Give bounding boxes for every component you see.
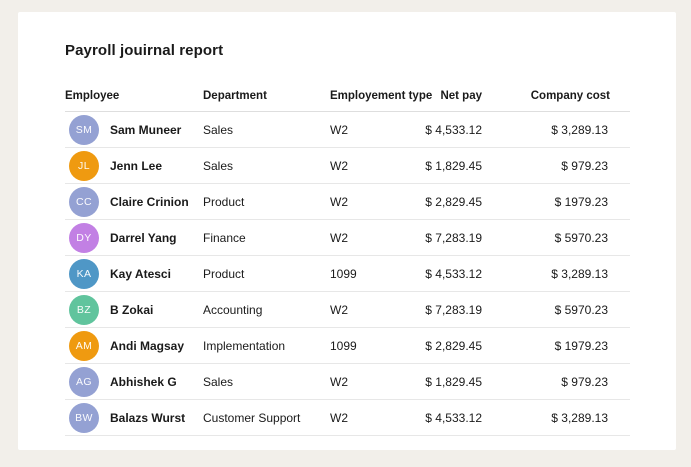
employment-type-cell: W2: [330, 374, 348, 389]
avatar: BZ: [69, 295, 99, 325]
table-row: SM Sam Muneer Sales W2 $ 4,533.12 $ 3,28…: [65, 112, 630, 148]
company-cost-cell: $ 5970.23: [554, 302, 608, 317]
employment-type-cell: 1099: [330, 338, 357, 353]
department-cell: Sales: [203, 374, 234, 389]
avatar: CC: [69, 187, 99, 217]
employment-type-cell: W2: [330, 302, 348, 317]
company-cost-cell: $ 3,289.13: [551, 266, 608, 281]
employment-type-cell: 1099: [330, 266, 357, 281]
column-header-net-pay: Net pay: [440, 90, 482, 102]
department-cell: Implementation: [203, 338, 286, 353]
employment-type-cell: W2: [330, 410, 348, 425]
department-cell: Product: [203, 194, 245, 209]
department-cell: Sales: [203, 158, 234, 173]
employee-name: B Zokai: [110, 302, 154, 317]
department-cell: Product: [203, 266, 245, 281]
page-title: Payroll jouirnal report: [65, 42, 224, 59]
table-row: CC Claire Crinion Product W2 $ 2,829.45 …: [65, 184, 630, 220]
avatar: KA: [69, 259, 99, 289]
employee-name: Kay Atesci: [110, 266, 171, 281]
company-cost-cell: $ 979.23: [561, 374, 608, 389]
company-cost-cell: $ 3,289.13: [551, 122, 608, 137]
employee-name: Andi Magsay: [110, 338, 185, 353]
avatar: AG: [69, 367, 99, 397]
net-pay-cell: $ 7,283.19: [425, 302, 482, 317]
net-pay-cell: $ 1,829.45: [425, 374, 482, 389]
employment-type-cell: W2: [330, 158, 348, 173]
payroll-table: Employee Department Employement type Net…: [65, 74, 630, 436]
company-cost-cell: $ 979.23: [561, 158, 608, 173]
employee-name: Balazs Wurst: [110, 410, 186, 425]
net-pay-cell: $ 4,533.12: [425, 266, 482, 281]
table-header-row: Employee Department Employement type Net…: [65, 74, 630, 112]
column-header-company-cost: Company cost: [530, 90, 610, 102]
company-cost-cell: $ 1979.23: [554, 194, 608, 209]
department-cell: Sales: [203, 122, 234, 137]
employee-name: Darrel Yang: [110, 230, 177, 245]
table-row: KA Kay Atesci Product 1099 $ 4,533.12 $ …: [65, 256, 630, 292]
employee-name: Sam Muneer: [110, 122, 182, 137]
table-row: AM Andi Magsay Implementation 1099 $ 2,8…: [65, 328, 630, 364]
employee-name: Claire Crinion: [110, 194, 189, 209]
avatar: DY: [69, 223, 99, 253]
net-pay-cell: $ 7,283.19: [425, 230, 482, 245]
avatar: AM: [69, 331, 99, 361]
company-cost-cell: $ 5970.23: [554, 230, 608, 245]
column-header-employee: Employee: [65, 90, 120, 102]
avatar: JL: [69, 151, 99, 181]
report-card: Payroll jouirnal report Employee Departm…: [18, 12, 676, 450]
net-pay-cell: $ 1,829.45: [425, 158, 482, 173]
table-row: BW Balazs Wurst Customer Support W2 $ 4,…: [65, 400, 630, 436]
table-row: DY Darrel Yang Finance W2 $ 7,283.19 $ 5…: [65, 220, 630, 256]
employee-name: Abhishek G: [110, 374, 177, 389]
table-row: JL Jenn Lee Sales W2 $ 1,829.45 $ 979.23: [65, 148, 630, 184]
table-row: AG Abhishek G Sales W2 $ 1,829.45 $ 979.…: [65, 364, 630, 400]
avatar: BW: [69, 403, 99, 433]
net-pay-cell: $ 4,533.12: [425, 122, 482, 137]
employment-type-cell: W2: [330, 122, 348, 137]
department-cell: Accounting: [203, 302, 263, 317]
company-cost-cell: $ 3,289.13: [551, 410, 608, 425]
net-pay-cell: $ 2,829.45: [425, 194, 482, 209]
column-header-employment-type: Employement type: [330, 90, 433, 102]
employment-type-cell: W2: [330, 194, 348, 209]
department-cell: Finance: [203, 230, 246, 245]
net-pay-cell: $ 2,829.45: [425, 338, 482, 353]
avatar: SM: [69, 115, 99, 145]
column-header-department: Department: [203, 90, 267, 102]
employee-name: Jenn Lee: [110, 158, 163, 173]
department-cell: Customer Support: [203, 410, 301, 425]
table-row: BZ B Zokai Accounting W2 $ 7,283.19 $ 59…: [65, 292, 630, 328]
employment-type-cell: W2: [330, 230, 348, 245]
net-pay-cell: $ 4,533.12: [425, 410, 482, 425]
company-cost-cell: $ 1979.23: [554, 338, 608, 353]
